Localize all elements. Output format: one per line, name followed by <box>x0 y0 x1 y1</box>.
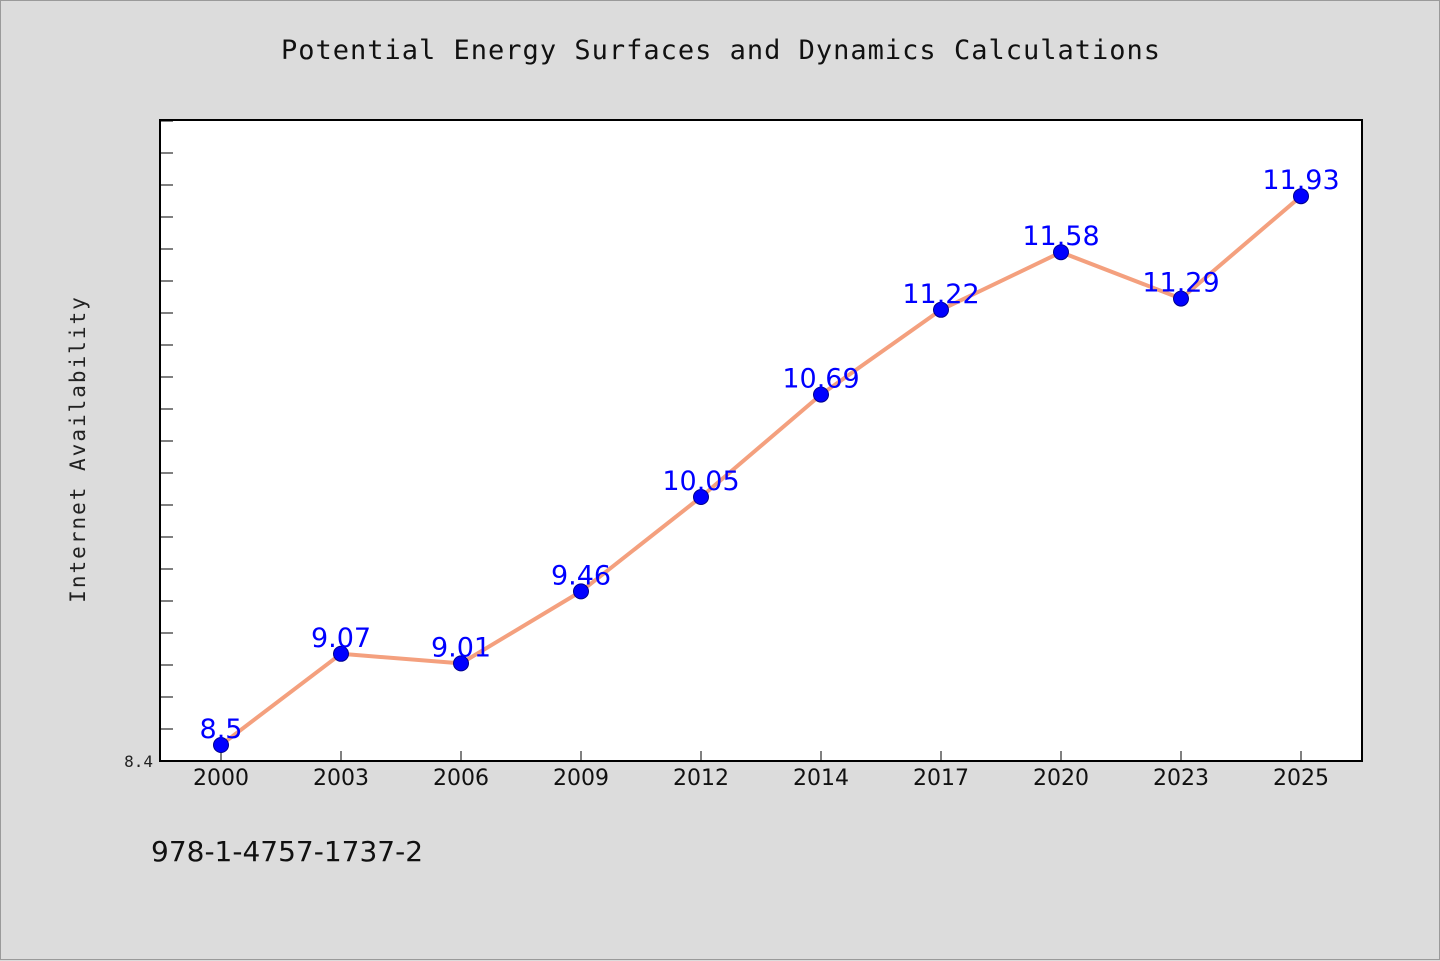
x-tick-label: 2006 <box>433 766 489 791</box>
x-tick-label: 2000 <box>193 766 249 791</box>
data-point <box>453 655 469 672</box>
data-label: 11.22 <box>902 279 979 310</box>
x-tick-label: 2009 <box>553 766 609 791</box>
data-label: 11.29 <box>1142 268 1219 299</box>
data-point <box>333 645 349 662</box>
x-tick-label: 2023 <box>1153 766 1209 791</box>
isbn-text: 978-1-4757-1737-2 <box>151 835 424 868</box>
series-line <box>219 194 1303 747</box>
data-point <box>813 386 829 403</box>
x-tick-label: 2012 <box>673 766 729 791</box>
data-label: 8.5 <box>200 714 243 745</box>
data-point <box>693 489 709 505</box>
chart-title: Potential Energy Surfaces and Dynamics C… <box>280 35 1162 66</box>
y-tick-label: 8.4 <box>124 752 153 771</box>
data-point <box>573 583 589 600</box>
data-label: 10.69 <box>782 364 859 395</box>
plot-area <box>159 119 1363 762</box>
data-label: 11.93 <box>1262 165 1339 196</box>
x-tick-label: 2014 <box>793 766 849 791</box>
data-point <box>213 737 229 753</box>
data-point <box>933 301 949 318</box>
x-tick-label: 2017 <box>913 766 969 791</box>
data-label: 9.07 <box>311 623 371 654</box>
data-point <box>1293 188 1309 205</box>
data-label: 11.58 <box>1022 221 1099 252</box>
x-tick-label: 2020 <box>1033 766 1089 791</box>
x-tick-label: 2025 <box>1273 766 1329 791</box>
data-point <box>1173 290 1189 307</box>
x-tick-label: 2003 <box>313 766 369 791</box>
data-point <box>1053 244 1069 261</box>
data-label: 9.01 <box>431 632 491 663</box>
data-label: 10.05 <box>662 466 739 497</box>
data-label: 9.46 <box>551 560 611 591</box>
